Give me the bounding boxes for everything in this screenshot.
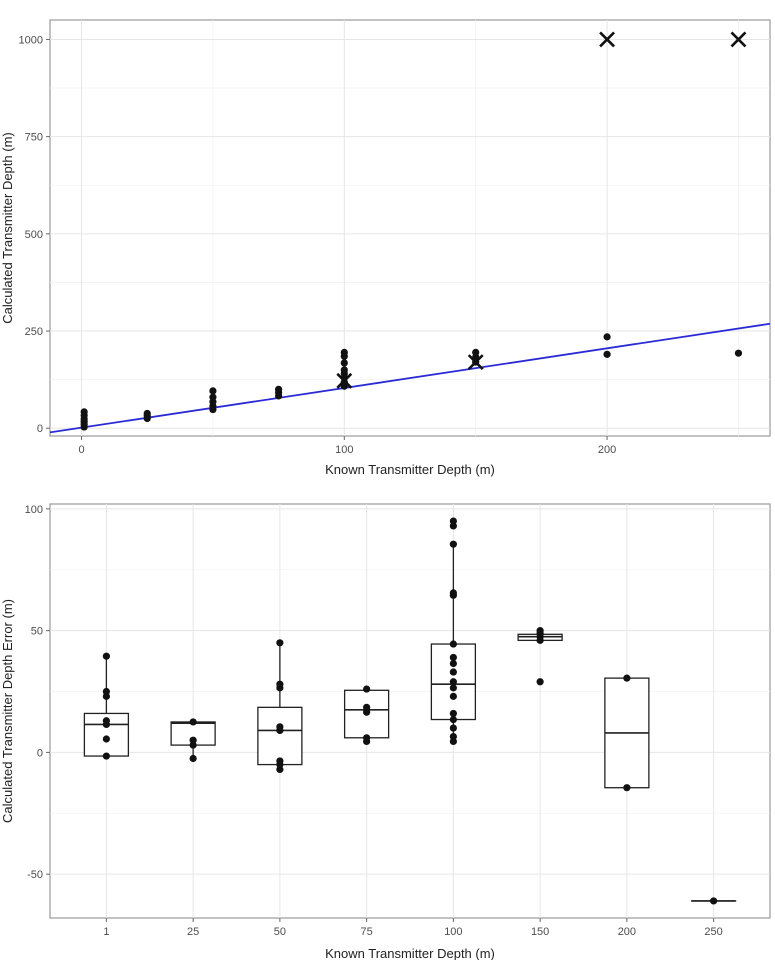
y-axis-title: Calculated Transmitter Depth (m) [0, 132, 15, 323]
data-point [710, 897, 718, 905]
outlier-x-marker [467, 354, 484, 371]
data-point [209, 387, 217, 395]
data-point [102, 752, 110, 760]
x-mark-stroke [467, 354, 484, 371]
x-mark-stroke [336, 372, 353, 389]
data-point [102, 717, 110, 725]
data-point [449, 659, 457, 668]
data-point [363, 685, 371, 693]
x-tick-label: 250 [704, 926, 722, 938]
data-point [189, 736, 197, 744]
y-tick-label: 0 [37, 423, 43, 435]
data-point [623, 674, 631, 682]
x-tick-label: 1 [103, 926, 109, 938]
data-point [143, 409, 151, 418]
x-tick-label: 75 [361, 926, 373, 938]
data-point [449, 640, 457, 648]
data-point [449, 668, 457, 676]
data-point [276, 723, 284, 731]
data-point [449, 732, 457, 741]
data-point [449, 684, 457, 692]
data-point [276, 757, 284, 765]
y-tick-label: -50 [27, 869, 43, 881]
data-point [536, 678, 544, 686]
box-plot-chart: -50 0 50 100 1 25 50 75 100 150 200 250 Known Trans… [0, 503, 771, 960]
x-mark-stroke [599, 31, 615, 48]
data-point [275, 385, 283, 393]
data-point [449, 517, 457, 525]
data-point [80, 408, 88, 416]
x-tick-label: 25 [187, 926, 199, 938]
box-1 [83, 652, 130, 760]
data-point [449, 724, 457, 732]
data-point [276, 639, 284, 647]
y-tick-label: 50 [31, 626, 43, 638]
box-50 [257, 639, 303, 774]
x-tick-label: 200 [618, 926, 636, 938]
data-point [102, 652, 110, 660]
data-point [449, 692, 457, 700]
box-100 [430, 517, 477, 746]
x-tick-label: 150 [531, 926, 549, 938]
data-point [603, 333, 611, 341]
data-point [102, 735, 110, 743]
x-tick-label: 100 [335, 444, 353, 456]
box-25 [170, 718, 216, 763]
data-point [472, 348, 480, 357]
y-tick-label: 500 [25, 229, 43, 241]
box-iqr [257, 706, 303, 766]
y-tick-label: 0 [37, 747, 43, 759]
x-axis-title: Known Transmitter Depth (m) [325, 462, 495, 477]
y-tick-label: 1000 [19, 34, 43, 46]
data-point [189, 754, 197, 763]
x-tick-label: 50 [274, 926, 286, 938]
data-point [623, 784, 631, 792]
outlier-x-marker [730, 31, 747, 48]
plot-panel [49, 503, 771, 919]
x-tick-label: 0 [78, 444, 84, 456]
data-point [449, 653, 457, 662]
data-point [102, 687, 110, 696]
data-point [363, 703, 371, 711]
outlier-x-marker [599, 31, 615, 48]
data-point [449, 715, 457, 724]
y-tick-label: 750 [25, 132, 43, 144]
data-point [734, 349, 743, 357]
data-point [363, 734, 371, 742]
plot-panel [49, 19, 771, 437]
data-point [340, 348, 348, 357]
data-point [449, 678, 457, 686]
data-point [276, 680, 284, 688]
data-point [209, 393, 217, 401]
data-point [340, 366, 348, 374]
data-point [603, 350, 611, 358]
y-tick-label: 250 [25, 326, 43, 338]
y-tick-label: 100 [25, 504, 43, 516]
x-mark-stroke [730, 31, 747, 48]
x-tick-label: 100 [444, 926, 462, 938]
y-axis-title: Calculated Transmitter Depth Error (m) [0, 599, 15, 823]
data-point [340, 359, 348, 367]
box-250 [690, 897, 737, 905]
box-200 [604, 674, 650, 792]
box-75 [343, 685, 390, 746]
fit-line [49, 322, 771, 434]
data-point [449, 540, 457, 548]
scatter-chart: 0 100 200 0 250 500 750 1000 Known Transmitter … [0, 19, 771, 477]
box-150 [517, 627, 563, 686]
data-point [536, 627, 544, 635]
data-point [189, 718, 197, 726]
outlier-x-marker [336, 372, 353, 389]
data-point [449, 709, 457, 718]
x-tick-label: 200 [598, 444, 616, 456]
x-axis-title: Known Transmitter Depth (m) [325, 946, 495, 960]
data-point [449, 589, 457, 597]
